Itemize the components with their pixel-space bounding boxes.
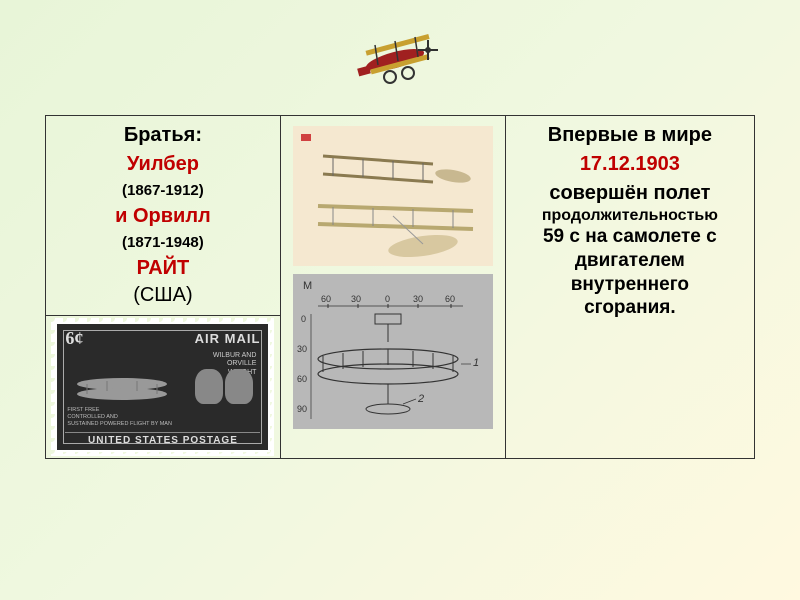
stamp-bottom-text: UNITED STATES POSTAGE	[65, 432, 260, 446]
svg-text:2: 2	[417, 393, 424, 405]
stamp-plane-icon	[72, 364, 172, 404]
country-label: (США)	[54, 284, 272, 307]
biplane-decorative-icon	[340, 15, 460, 95]
flight-date: 17.12.1903	[514, 153, 746, 176]
brothers-label: Братья:	[54, 124, 272, 147]
stamp-airmail-text: AIR MAIL	[195, 331, 261, 346]
stamp-description: FIRST FREE CONTROLLED AND SUSTAINED POWE…	[67, 407, 172, 428]
flight-description-cell: Впервые в мире 17.12.1903 совершён полет…	[505, 116, 754, 459]
svg-text:60: 60	[321, 294, 331, 304]
orville-years: (1871-1948)	[54, 234, 272, 251]
details-line7: сгорания.	[514, 296, 746, 320]
diagram-m-label: М	[303, 280, 312, 292]
airmail-stamp-image: 6¢ AIR MAIL WILBUR AND ORVILLE WRIGHT	[55, 322, 270, 452]
wright-surname: РАЙТ	[54, 257, 272, 280]
svg-text:1: 1	[473, 357, 479, 369]
details-line6: внутреннего	[514, 273, 746, 297]
svg-text:60: 60	[445, 294, 455, 304]
details-line5: двигателем	[514, 249, 746, 273]
flight-completed-text: совершён полет	[514, 182, 746, 205]
wilbur-years: (1867-1912)	[54, 182, 272, 199]
details-line4: 59 с на самолете с	[514, 225, 746, 249]
stamp-cell: 6¢ AIR MAIL WILBUR AND ORVILLE WRIGHT	[46, 316, 281, 459]
images-cell: М 60 30 0 30 60 0 30 60 90	[280, 116, 505, 459]
svg-text:30: 30	[413, 294, 423, 304]
svg-text:0: 0	[301, 314, 306, 324]
duration-text: продолжительностью	[514, 207, 746, 225]
wilbur-name: Уилбер	[54, 153, 272, 176]
wright-flyer-illustration	[293, 126, 493, 266]
stamp-portraits-icon	[195, 369, 253, 404]
wright-brothers-info-table: Братья: Уилбер (1867-1912) и Орвилл (187…	[45, 115, 755, 459]
svg-text:60: 60	[297, 374, 307, 384]
svg-text:0: 0	[385, 294, 390, 304]
first-in-world-text: Впервые в мире	[514, 124, 746, 147]
brothers-names-cell: Братья: Уилбер (1867-1912) и Орвилл (187…	[46, 116, 281, 316]
svg-text:90: 90	[297, 404, 307, 414]
svg-text:30: 30	[351, 294, 361, 304]
wright-flyer-technical-diagram: М 60 30 0 30 60 0 30 60 90	[293, 274, 493, 429]
svg-text:30: 30	[297, 344, 307, 354]
stamp-denomination: 6¢	[65, 328, 83, 349]
orville-name: и Орвилл	[54, 205, 272, 228]
